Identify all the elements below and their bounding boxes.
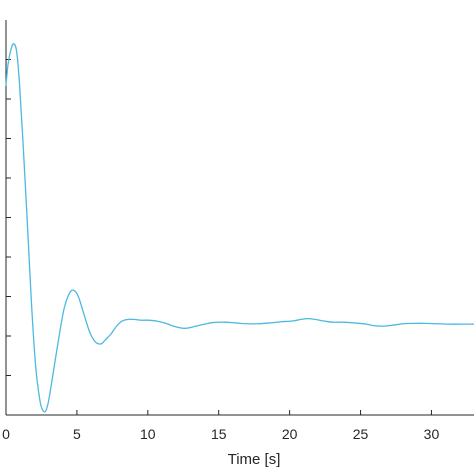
x-tick-label: 5 (73, 426, 81, 442)
series-line-0 (5, 43, 474, 413)
x-tick-label: 15 (211, 426, 227, 442)
x-axis-label: Time [s] (228, 451, 281, 468)
x-tick-label: 10 (140, 426, 156, 442)
x-tick-label: 25 (353, 426, 369, 442)
axes: 0 5 10 15 20 25 30 (2, 20, 474, 442)
x-tick-label: 0 (2, 426, 10, 442)
series-layer (5, 43, 474, 413)
x-tick-label: 30 (424, 426, 440, 442)
x-tick-label: 20 (282, 426, 298, 442)
